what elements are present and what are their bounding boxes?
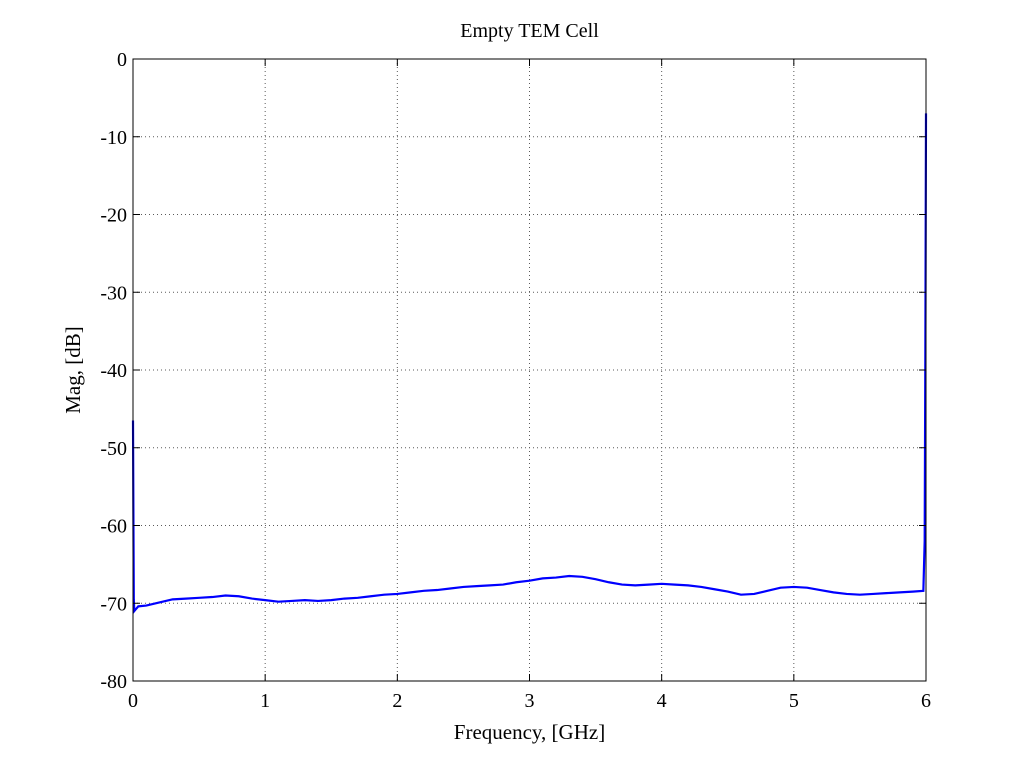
y-tick-label: 0	[117, 49, 127, 71]
y-tick-label: -60	[100, 516, 127, 538]
y-tick-label: -50	[100, 438, 127, 460]
y-axis-label: Mag, [dB]	[61, 326, 85, 414]
y-tick-label: -40	[100, 360, 127, 382]
x-tick-label: 4	[657, 690, 667, 712]
x-tick-label: 3	[525, 690, 535, 712]
series-line	[131, 113, 928, 614]
x-tick-label: 6	[921, 690, 931, 712]
ticks	[132, 58, 927, 682]
series-layer	[131, 113, 928, 614]
x-tick-label: 2	[392, 690, 402, 712]
x-axis-label: Frequency, [GHz]	[454, 720, 605, 744]
y-tick-label: -70	[100, 593, 127, 615]
x-tick-label: 5	[789, 690, 799, 712]
y-tick-label: -30	[100, 282, 127, 304]
x-tick-label: 1	[260, 690, 270, 712]
chart-title: Empty TEM Cell	[460, 20, 599, 42]
x-tick-label: 0	[128, 690, 138, 712]
y-tick-label: -20	[100, 205, 127, 227]
y-tick-label: -10	[100, 127, 127, 149]
tick-labels: 0 1 2 3 4 5 6 0 -10 -20 -30 -40 -50 -60 -70 -80	[100, 49, 931, 712]
y-tick-label: -80	[100, 671, 127, 693]
grid	[133, 59, 926, 681]
